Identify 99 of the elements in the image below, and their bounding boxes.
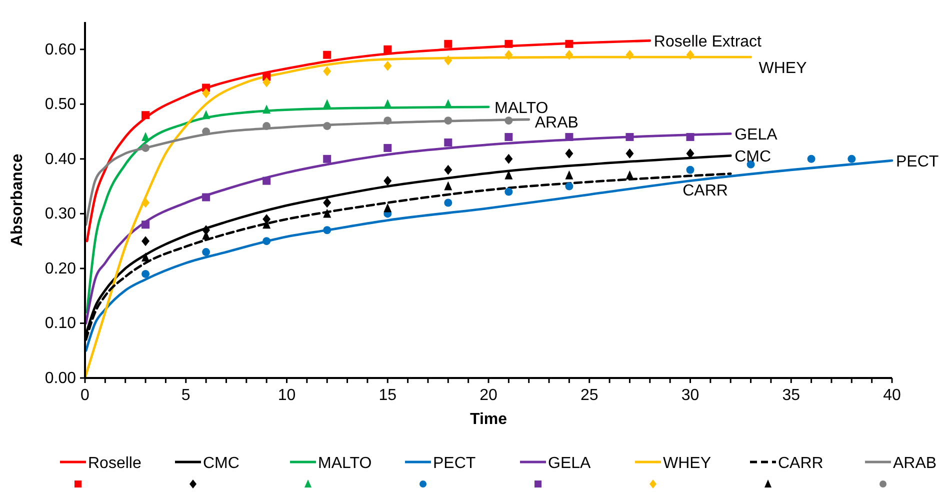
point (262, 237, 271, 246)
point (444, 138, 452, 146)
x-tick-label: 40 (883, 387, 901, 404)
point (262, 176, 271, 185)
point (384, 203, 392, 212)
point (686, 50, 694, 60)
point (565, 133, 574, 142)
point (142, 132, 150, 142)
y-tick-label: 0.20 (44, 260, 76, 278)
annotation: CMC (734, 148, 772, 166)
point (323, 122, 332, 130)
point (384, 60, 392, 71)
point (142, 252, 150, 262)
point (504, 154, 513, 164)
y-tick-label: 0.10 (44, 315, 76, 332)
point (565, 40, 574, 48)
point (504, 133, 513, 142)
point (565, 148, 574, 158)
point (626, 50, 634, 60)
point (202, 128, 210, 136)
x-tick-label: 0 (80, 387, 90, 404)
point (444, 198, 452, 207)
point (202, 248, 210, 256)
point (444, 55, 452, 66)
point (565, 50, 574, 60)
line-series (84, 132, 732, 324)
point (142, 111, 150, 120)
point (142, 270, 150, 278)
legend-label: CARR (778, 455, 824, 472)
annotation: ARAB (534, 114, 578, 132)
point (384, 116, 392, 125)
point (384, 144, 392, 152)
x-tick-label: 30 (681, 387, 700, 404)
point (504, 116, 513, 125)
y-tick-label: 0.60 (44, 41, 76, 58)
y-tick-label: 0.00 (44, 370, 76, 387)
point (565, 182, 574, 190)
point (444, 116, 452, 125)
point (262, 77, 271, 88)
line-series (84, 118, 530, 226)
x-tick-label: 25 (580, 387, 598, 404)
point (323, 198, 332, 208)
point (848, 154, 856, 163)
point (686, 166, 694, 174)
point (384, 176, 392, 186)
point (323, 99, 332, 108)
point (444, 99, 452, 108)
y-axis-title: Absorbance (9, 154, 26, 246)
x-tick-label: 10 (278, 387, 296, 404)
annotation: Roselle Extract (654, 34, 762, 51)
y-tick-label: 0.30 (44, 206, 76, 223)
point (504, 40, 513, 48)
y-tick-label: 0.50 (44, 96, 76, 114)
point (202, 193, 210, 202)
x-tick-label: 15 (378, 387, 397, 404)
x-tick-label: 20 (480, 387, 498, 404)
x-tick-label: 35 (782, 387, 800, 404)
point (626, 133, 634, 142)
legend-label: MALTO (318, 455, 372, 472)
legend-label: WHEY (663, 455, 712, 472)
point (504, 188, 513, 196)
annotation: WHEY (758, 60, 808, 78)
legend-label: PECT (433, 455, 476, 472)
point (202, 88, 210, 98)
point (202, 110, 210, 120)
point (384, 45, 392, 54)
line-series (86, 39, 652, 242)
annotation: GELA (734, 126, 778, 144)
point (444, 181, 452, 190)
point (323, 226, 332, 234)
point (142, 198, 150, 208)
point (686, 133, 694, 142)
legend-label: Roselle (88, 455, 142, 472)
point (565, 170, 574, 180)
point (444, 164, 452, 175)
point (807, 154, 816, 163)
point (142, 220, 150, 229)
point (142, 144, 150, 152)
point (444, 40, 452, 48)
legend-label: ARAB (893, 455, 937, 472)
point (686, 148, 694, 158)
legend-label: GELA (548, 455, 592, 472)
point (262, 104, 271, 114)
point (626, 170, 634, 180)
point (323, 154, 332, 163)
y-tick-label: 0.40 (44, 150, 76, 168)
point (504, 50, 513, 60)
annotation: CARR (682, 182, 728, 200)
point (323, 66, 332, 76)
annotation: MALTO (494, 100, 548, 117)
point (262, 122, 271, 130)
point (142, 236, 150, 246)
legend-label: CMC (203, 455, 240, 472)
text: PECT (896, 154, 939, 171)
point (323, 50, 332, 59)
x-axis-title: Time (470, 411, 508, 428)
x-tick-label: 5 (181, 387, 190, 404)
point (323, 208, 332, 218)
point (626, 148, 634, 158)
